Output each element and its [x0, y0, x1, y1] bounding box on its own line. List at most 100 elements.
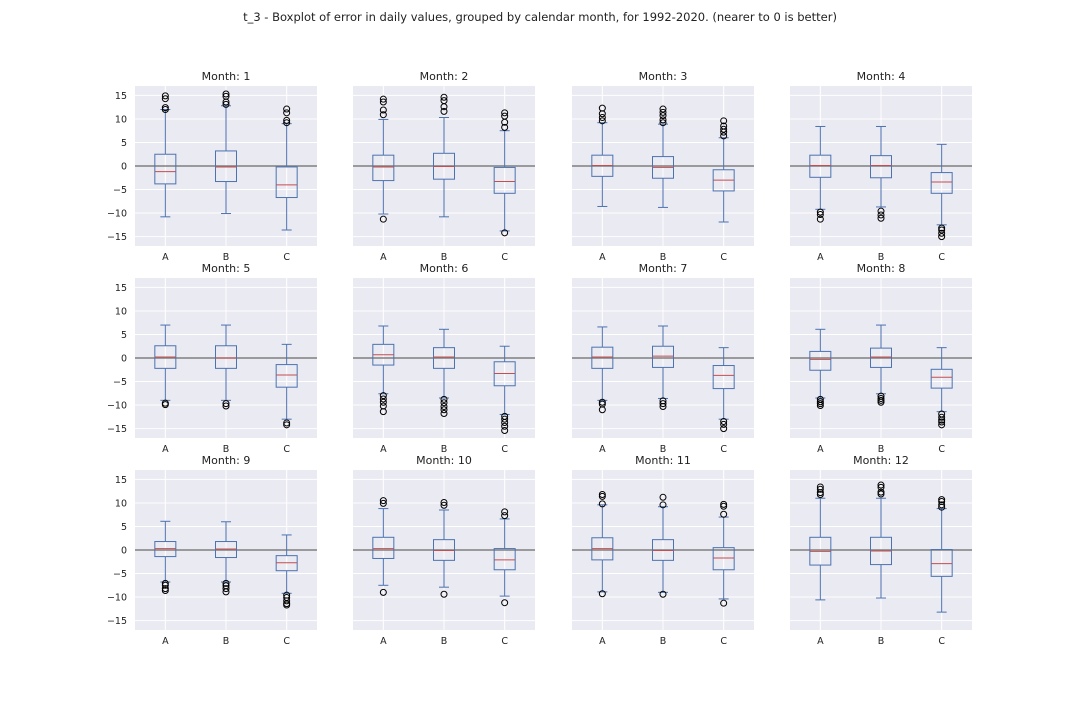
flier-point: [440, 93, 448, 101]
y-tick-label: 5: [121, 522, 127, 533]
y-tick-label: −10: [107, 401, 127, 412]
y-tick-label: 15: [115, 283, 127, 294]
flier-point: [222, 585, 230, 593]
panel-month-1: Month: 1 A B C −15 −10 −5 0 5 10 15: [107, 70, 317, 263]
flier-point: [379, 98, 387, 106]
x-tick-label: B: [223, 252, 230, 263]
flier-point: [720, 418, 728, 426]
y-tick-label: 10: [115, 498, 127, 509]
flier-point: [222, 402, 230, 410]
flier-point: [720, 500, 728, 508]
flier-point: [283, 601, 291, 609]
flier-point: [877, 398, 885, 406]
flier-point: [659, 590, 667, 598]
flier-point: [161, 585, 169, 593]
flier-point: [161, 586, 169, 594]
x-tick-label: A: [817, 636, 824, 647]
y-tick-label: −15: [107, 424, 127, 435]
y-tick-label: −10: [107, 209, 127, 220]
flier-point: [379, 106, 387, 114]
flier-point: [720, 132, 728, 140]
flier-point: [659, 493, 667, 501]
box-B: [870, 125, 892, 222]
box-iqr: [591, 346, 614, 369]
box-C: [493, 345, 516, 434]
flier-point: [283, 421, 291, 429]
flier-point: [598, 406, 606, 414]
flier-point: [938, 413, 946, 421]
flier-point: [283, 597, 291, 605]
box-C: [712, 347, 735, 433]
x-tick-label: B: [660, 444, 667, 455]
box-iqr: [493, 166, 516, 194]
box-iqr: [870, 347, 892, 368]
box-iqr: [154, 153, 177, 185]
box-C: [275, 105, 298, 231]
box-B: [215, 521, 237, 596]
x-tick-label: B: [878, 252, 885, 263]
panel-title: Month: 3: [639, 70, 688, 83]
panel-month-11: Month: 11 A B C: [572, 454, 754, 647]
x-tick-label: C: [283, 636, 290, 647]
flier-point: [938, 421, 946, 429]
flier-point: [222, 400, 230, 408]
panel-title: Month: 7: [639, 262, 688, 275]
flier-point: [720, 122, 728, 130]
y-tick-label: 0: [121, 354, 127, 365]
flier-point: [222, 90, 230, 98]
box-iqr: [870, 155, 892, 179]
box-A: [809, 483, 832, 601]
box-iqr: [712, 365, 735, 390]
x-tick-label: C: [720, 252, 727, 263]
y-tick-label: 5: [121, 330, 127, 341]
y-tick-label: 5: [121, 138, 127, 149]
box-A: [154, 324, 177, 409]
flier-point: [501, 512, 509, 520]
box-iqr: [215, 150, 237, 183]
flier-point: [283, 109, 291, 117]
panel-title: Month: 2: [420, 70, 469, 83]
flier-point: [379, 392, 387, 400]
flier-point: [877, 394, 885, 402]
box-B: [870, 324, 892, 406]
box-C: [275, 534, 298, 609]
box-iqr: [809, 350, 832, 371]
panel-month-3: Month: 3 A B C: [572, 70, 754, 263]
flier-point: [222, 92, 230, 100]
box-A: [591, 104, 614, 207]
flier-point: [659, 119, 667, 127]
flier-point: [440, 97, 448, 105]
flier-point: [379, 588, 387, 596]
x-tick-label: B: [223, 636, 230, 647]
x-tick-label: C: [938, 636, 945, 647]
y-tick-label: 0: [121, 546, 127, 557]
flier-point: [501, 415, 509, 423]
flier-point: [283, 119, 291, 127]
flier-point: [877, 214, 885, 222]
box-C: [275, 343, 298, 429]
box-C: [493, 508, 516, 607]
flier-point: [161, 581, 169, 589]
box-iqr: [809, 154, 832, 178]
x-tick-label: C: [938, 252, 945, 263]
flier-point: [938, 496, 946, 504]
y-tick-label: −15: [107, 616, 127, 627]
flier-point: [659, 116, 667, 124]
box-iqr: [433, 347, 455, 369]
box-iqr: [372, 154, 395, 182]
flier-point: [598, 590, 606, 598]
flier-point: [501, 426, 509, 434]
flier-point: [816, 400, 824, 408]
flier-point: [379, 497, 387, 505]
figure-title: t_3 - Boxplot of error in daily values, …: [243, 10, 837, 24]
box-C: [712, 117, 735, 223]
flier-point: [283, 419, 291, 427]
x-tick-label: A: [380, 444, 387, 455]
y-tick-label: 0: [121, 162, 127, 173]
panel-title: Month: 9: [202, 454, 251, 467]
box-B: [433, 93, 455, 218]
flier-point: [598, 490, 606, 498]
panel-month-12: Month: 12 A B C: [790, 454, 972, 647]
box-iqr: [930, 368, 953, 389]
flier-point: [598, 500, 606, 508]
